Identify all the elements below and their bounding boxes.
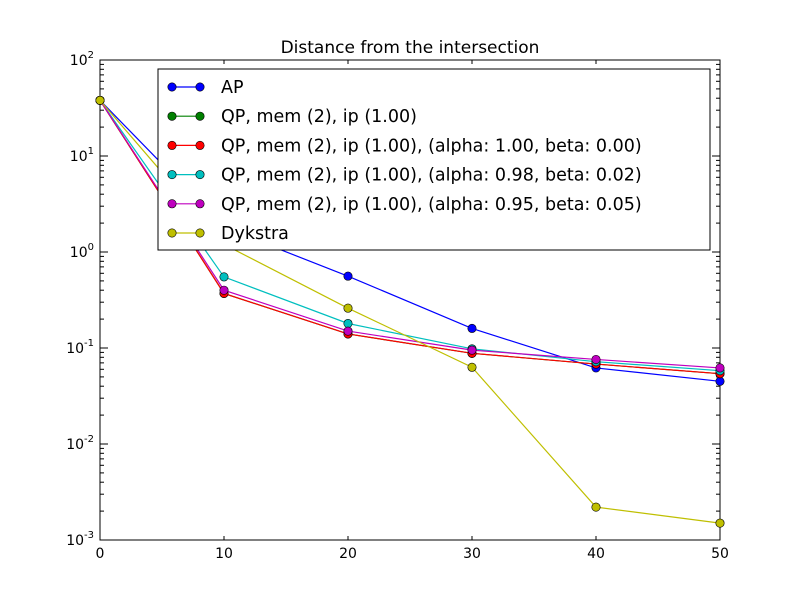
data-point (591, 502, 601, 512)
legend-marker (195, 199, 205, 209)
y-tick-exponent: 2 (88, 50, 94, 61)
y-tick-label: 10-1 (66, 338, 94, 357)
y-tick-label: 101 (70, 146, 94, 165)
legend-label: AP (221, 78, 244, 98)
chart-title: Distance from the intersection (281, 38, 540, 58)
y-tick-exponent: 1 (88, 146, 94, 157)
data-point (343, 318, 353, 328)
series-line (99, 100, 721, 375)
data-point (591, 354, 601, 364)
data-point (219, 285, 229, 295)
legend-marker (167, 170, 177, 180)
legend-item: QP, mem (2), ip (1.00), (alpha: 1.00, be… (167, 136, 642, 156)
y-tick-label: 102 (70, 50, 94, 69)
legend-marker (167, 199, 177, 209)
legend-marker (167, 228, 177, 238)
x-tick-label: 10 (215, 546, 233, 562)
data-point (467, 362, 477, 372)
y-tick-base: 10 (66, 533, 84, 549)
y-tick-exponent: 0 (88, 242, 94, 253)
legend-item: QP, mem (2), ip (1.00), (alpha: 0.98, be… (167, 166, 642, 186)
legend-marker (195, 111, 205, 121)
data-point (467, 323, 477, 333)
x-tick-label: 0 (96, 546, 105, 562)
y-tick-base: 10 (70, 149, 88, 165)
legend-item: Dykstra (167, 224, 289, 244)
legend-marker (195, 170, 205, 180)
plot-area (99, 59, 721, 541)
x-tick-label: 20 (339, 546, 357, 562)
x-tick-label: 30 (463, 546, 481, 562)
data-point (467, 345, 477, 355)
x-tick-label: 40 (587, 546, 605, 562)
data-point (343, 303, 353, 313)
y-tick-exponent: -2 (84, 434, 94, 445)
legend-label: QP, mem (2), ip (1.00), (alpha: 1.00, be… (221, 136, 642, 156)
legend-marker (195, 140, 205, 150)
legend-label: QP, mem (2), ip (1.00), (alpha: 0.95, be… (221, 195, 642, 215)
legend-marker (195, 82, 205, 92)
y-tick-base: 10 (66, 437, 84, 453)
legend-item: QP, mem (2), ip (1.00), (alpha: 0.95, be… (167, 195, 642, 215)
legend-marker (167, 111, 177, 121)
y-tick-exponent: -1 (84, 338, 94, 349)
data-point (219, 272, 229, 282)
y-tick-base: 10 (70, 53, 88, 69)
y-tick-base: 10 (70, 245, 88, 261)
data-point (343, 271, 353, 281)
legend-marker (167, 82, 177, 92)
legend-label: Dykstra (221, 224, 289, 244)
legend-label: QP, mem (2), ip (1.00) (221, 107, 417, 127)
legend-marker (167, 140, 177, 150)
legend: AP QP, mem (2), ip (1.00) QP, mem (2), ip … (157, 68, 711, 251)
legend-item: AP (167, 78, 244, 98)
y-tick-base: 10 (66, 341, 84, 357)
y-tick-exponent: -3 (84, 530, 94, 541)
data-point (715, 376, 725, 386)
series-line (99, 100, 721, 369)
legend-label: QP, mem (2), ip (1.00), (alpha: 0.98, be… (221, 166, 642, 186)
legend-box (157, 68, 711, 251)
data-point (95, 95, 105, 105)
y-tick-label: 10-2 (66, 434, 94, 453)
data-point (343, 326, 353, 336)
legend-marker (195, 228, 205, 238)
data-point (715, 363, 725, 373)
y-tick-label: 100 (70, 242, 94, 261)
legend-item: QP, mem (2), ip (1.00) (167, 107, 417, 127)
data-point (715, 518, 725, 528)
y-tick-label: 10-3 (66, 530, 94, 549)
x-tick-label: 50 (711, 546, 729, 562)
